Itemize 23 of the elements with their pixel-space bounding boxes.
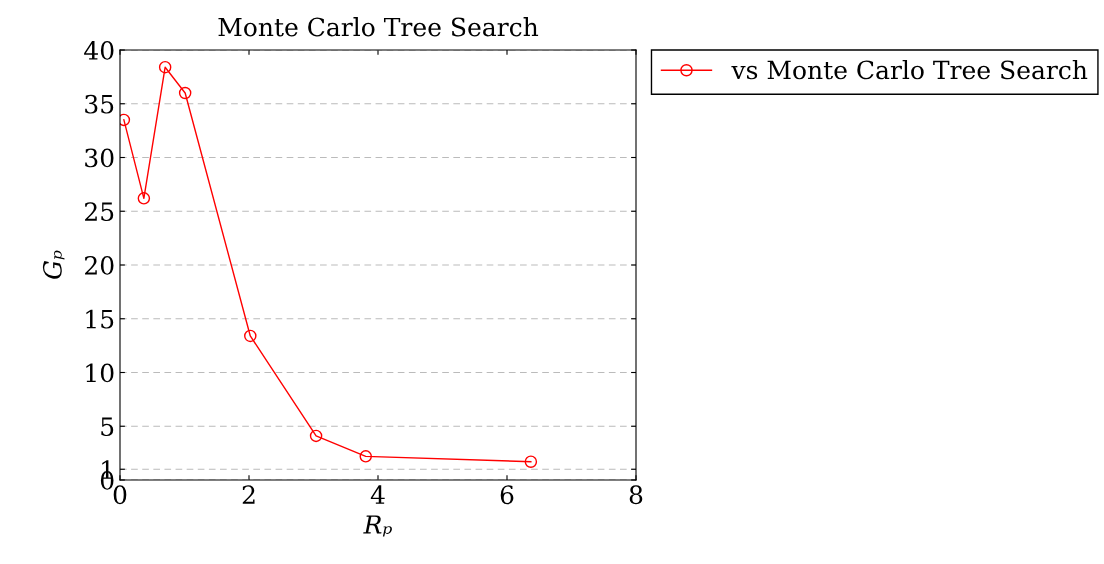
y-tick-label: 10 xyxy=(86,363,114,383)
y-tick-label: 35 xyxy=(85,94,114,114)
point xyxy=(244,329,257,343)
x-tick-label: 2 xyxy=(242,485,255,504)
x-axis-title: Rₚ xyxy=(363,515,392,537)
legend-label: vs Monte Carlo Tree Search xyxy=(731,60,1088,80)
y-axis-title: Gₚ xyxy=(42,250,65,279)
y-tick-label: 40 xyxy=(84,40,114,60)
y-tick-label: 5 xyxy=(101,417,114,437)
point xyxy=(178,86,192,100)
x-tick-label: 6 xyxy=(500,485,514,505)
y-tick-label: 30 xyxy=(85,148,114,168)
point xyxy=(158,60,172,74)
y-tick-label: 25 xyxy=(85,202,114,222)
point xyxy=(359,450,372,463)
point xyxy=(524,455,538,468)
y-tick-label: 15 xyxy=(86,309,114,329)
y-tick-label: 20 xyxy=(85,255,114,275)
point xyxy=(309,429,323,443)
x-tick-label: 4 xyxy=(370,485,385,504)
x-tick-label: 8 xyxy=(629,485,643,505)
point xyxy=(137,192,151,205)
chart-title: Monte Carlo Tree Search xyxy=(218,17,539,37)
